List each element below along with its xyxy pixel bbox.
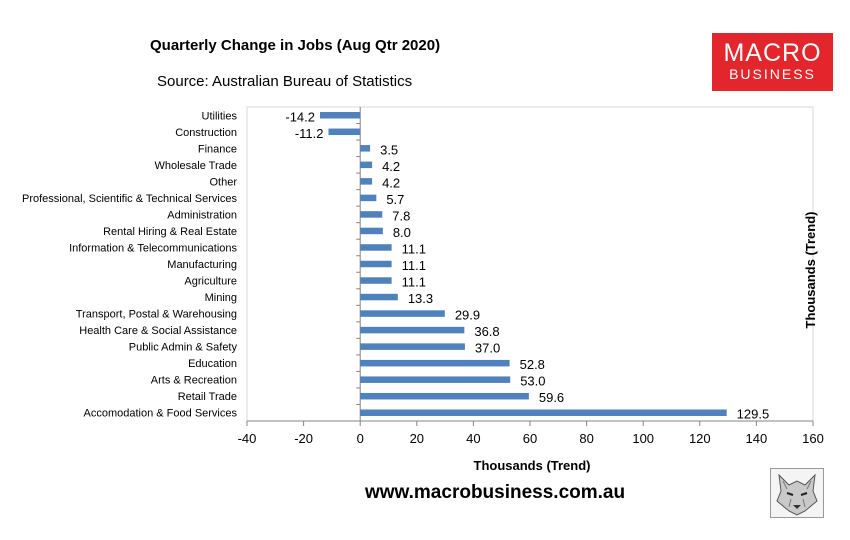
logo-line-2: BUSINESS (729, 66, 816, 82)
category-label: Transport, Postal & Warehousing (76, 309, 237, 321)
data-label: 4.2 (382, 175, 400, 190)
x-tick-label: 20 (410, 431, 424, 446)
data-label: -11.2 (295, 126, 324, 141)
x-tick-label: 160 (802, 431, 824, 446)
y-axis-title-right: Thousands (Trend) (803, 212, 818, 329)
x-tick-label: -40 (238, 431, 257, 446)
data-label: 29.9 (455, 308, 480, 323)
category-label: Arts & Recreation (151, 375, 237, 387)
data-label: 11.1 (402, 241, 426, 256)
x-tick-label: 80 (579, 431, 593, 446)
data-label: 53.0 (520, 374, 545, 389)
bar (360, 145, 371, 152)
macrobusiness-logo: MACRO BUSINESS (712, 33, 833, 91)
bar (360, 244, 392, 251)
x-tick-label: 100 (632, 431, 654, 446)
category-label: Retail Trade (178, 391, 237, 403)
x-tick-label: 120 (689, 431, 711, 446)
bar (360, 161, 373, 169)
website-url: www.macrobusiness.com.au (365, 482, 626, 503)
data-label: 4.2 (382, 159, 400, 174)
category-label: Information & Telecommunications (69, 242, 237, 254)
bar (360, 376, 511, 383)
data-label: 5.7 (386, 192, 404, 207)
x-tick-label: 140 (746, 431, 768, 446)
bar (360, 293, 398, 301)
category-label: Utilities (202, 110, 238, 122)
x-tick-label: 40 (466, 431, 480, 446)
category-label: Professional, Scientific & Technical Ser… (22, 193, 238, 205)
bar (360, 409, 727, 416)
bar (360, 194, 377, 202)
category-label: Construction (175, 127, 237, 139)
bar (360, 359, 510, 367)
bar (360, 326, 465, 334)
data-label: 37.0 (475, 341, 500, 356)
category-label: Health Care & Social Assistance (79, 325, 237, 337)
bar (360, 178, 373, 185)
logo-line-1: MACRO (723, 39, 822, 67)
data-label: 11.1 (402, 275, 426, 290)
bar (360, 260, 392, 268)
category-label: Finance (198, 143, 237, 155)
bar (320, 112, 361, 119)
bar (328, 128, 361, 136)
category-label: Administration (167, 209, 237, 221)
data-label: 129.5 (737, 407, 770, 422)
data-label: 7.8 (392, 208, 410, 223)
bar (360, 310, 445, 317)
bar (360, 227, 383, 235)
category-label: Manufacturing (167, 259, 237, 271)
category-label: Mining (205, 292, 237, 304)
data-label: 52.8 (520, 357, 545, 372)
data-label: 36.8 (474, 324, 499, 339)
chart-title: Quarterly Change in Jobs (Aug Qtr 2020) (150, 37, 441, 54)
bar (360, 211, 383, 218)
bar (360, 392, 529, 400)
category-label: Accomodation & Food Services (84, 408, 238, 420)
category-label: Public Admin & Safety (129, 342, 238, 354)
data-label: 13.3 (408, 291, 433, 306)
data-label: 11.1 (402, 258, 426, 273)
source-note: Source: Australian Bureau of Statistics (157, 73, 413, 90)
x-tick-label: 0 (357, 431, 364, 446)
category-label: Other (209, 176, 237, 188)
data-label: -14.2 (285, 109, 315, 124)
bar (360, 343, 465, 350)
bar (360, 277, 392, 284)
data-label: 3.5 (380, 142, 398, 157)
data-label: 59.6 (539, 390, 564, 405)
x-tick-label: -20 (294, 431, 313, 446)
x-axis-title: Thousands (Trend) (474, 458, 591, 473)
category-label: Wholesale Trade (154, 160, 237, 172)
x-tick-label: 60 (523, 431, 537, 446)
category-label: Education (188, 358, 237, 370)
wolf-icon (770, 468, 824, 518)
category-label: Agriculture (184, 276, 237, 288)
data-label: 8.0 (393, 225, 411, 240)
category-label: Rental Hiring & Real Estate (103, 226, 237, 238)
